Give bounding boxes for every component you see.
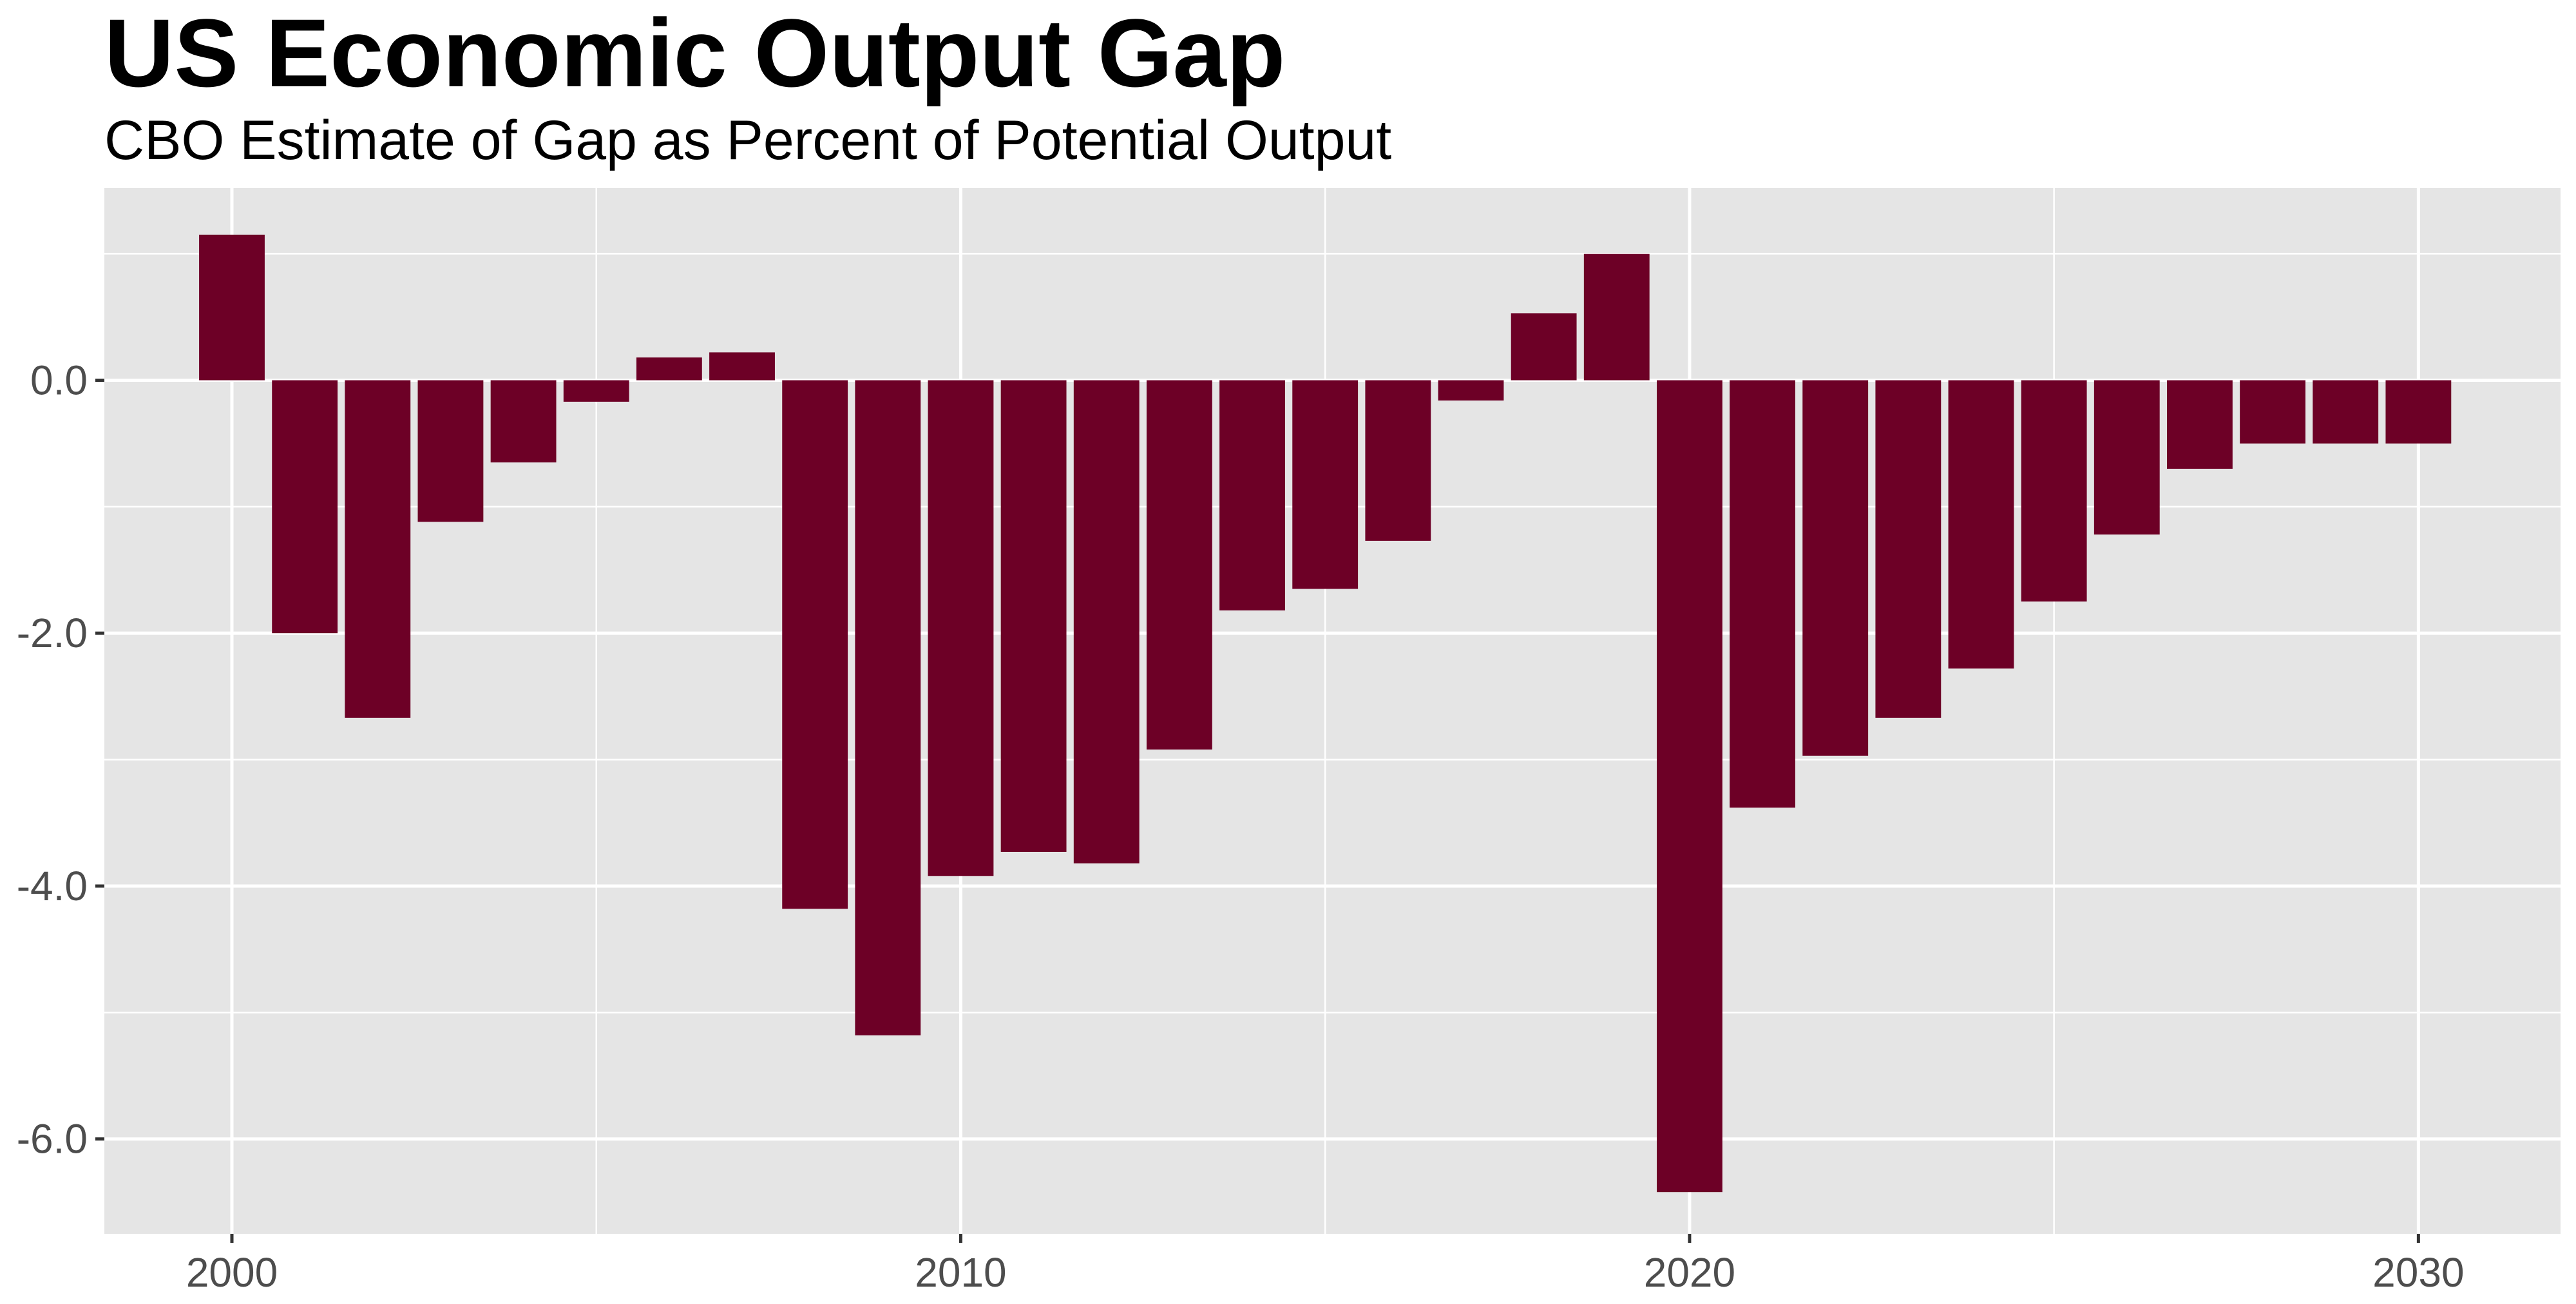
x-axis: 2000 2010 2020 2030: [186, 1234, 2465, 1296]
bar-2004: [490, 380, 557, 463]
bar-2015: [1292, 380, 1359, 589]
y-tick-label: -2.0: [17, 610, 88, 656]
bar-2005: [563, 380, 629, 402]
bar-2011: [1000, 380, 1067, 852]
bar-2025: [2021, 380, 2087, 602]
bar-2008: [782, 380, 848, 909]
plot-panel: [104, 188, 2561, 1234]
bar-2019: [1583, 254, 1650, 381]
y-tick-label: -6.0: [17, 1116, 88, 1162]
chart-subtitle: CBO Estimate of Gap as Percent of Potent…: [104, 109, 1392, 171]
bar-2012: [1073, 380, 1140, 864]
bar-2013: [1146, 380, 1212, 750]
bar-2023: [1875, 380, 1942, 718]
minor-gridlines: [104, 188, 2561, 1234]
bar-2002: [345, 380, 411, 718]
bar-2020: [1656, 380, 1722, 1193]
x-tick-label: 2000: [186, 1249, 278, 1296]
y-tick-label: 0.0: [30, 357, 88, 403]
bar-series: [199, 234, 2452, 1193]
x-tick-label: 2030: [2372, 1249, 2464, 1296]
bar-2027: [2167, 380, 2233, 469]
bar-2030: [2385, 380, 2452, 444]
bar-2007: [709, 352, 775, 381]
bar-2022: [1802, 380, 1869, 756]
y-tick-label: -4.0: [17, 863, 88, 909]
bar-2017: [1438, 380, 1504, 401]
bar-2001: [272, 380, 338, 634]
chart-title: US Economic Output Gap: [104, 0, 1286, 107]
bar-2018: [1511, 313, 1577, 381]
y-axis: 0.0 -2.0 -4.0 -6.0: [17, 357, 104, 1162]
bar-2024: [1948, 380, 2014, 669]
bar-2006: [636, 357, 702, 381]
bar-2016: [1365, 380, 1431, 541]
bar-2010: [928, 380, 994, 876]
bar-2029: [2313, 380, 2379, 444]
bar-2026: [2094, 380, 2160, 535]
bar-2014: [1219, 380, 1285, 610]
bar-2028: [2240, 380, 2305, 444]
bar-2003: [417, 380, 484, 522]
x-tick-label: 2010: [915, 1249, 1006, 1296]
bar-2000: [199, 234, 265, 381]
x-tick-label: 2020: [1644, 1249, 1735, 1296]
bar-2021: [1730, 380, 1795, 808]
bar-2009: [855, 380, 921, 1035]
